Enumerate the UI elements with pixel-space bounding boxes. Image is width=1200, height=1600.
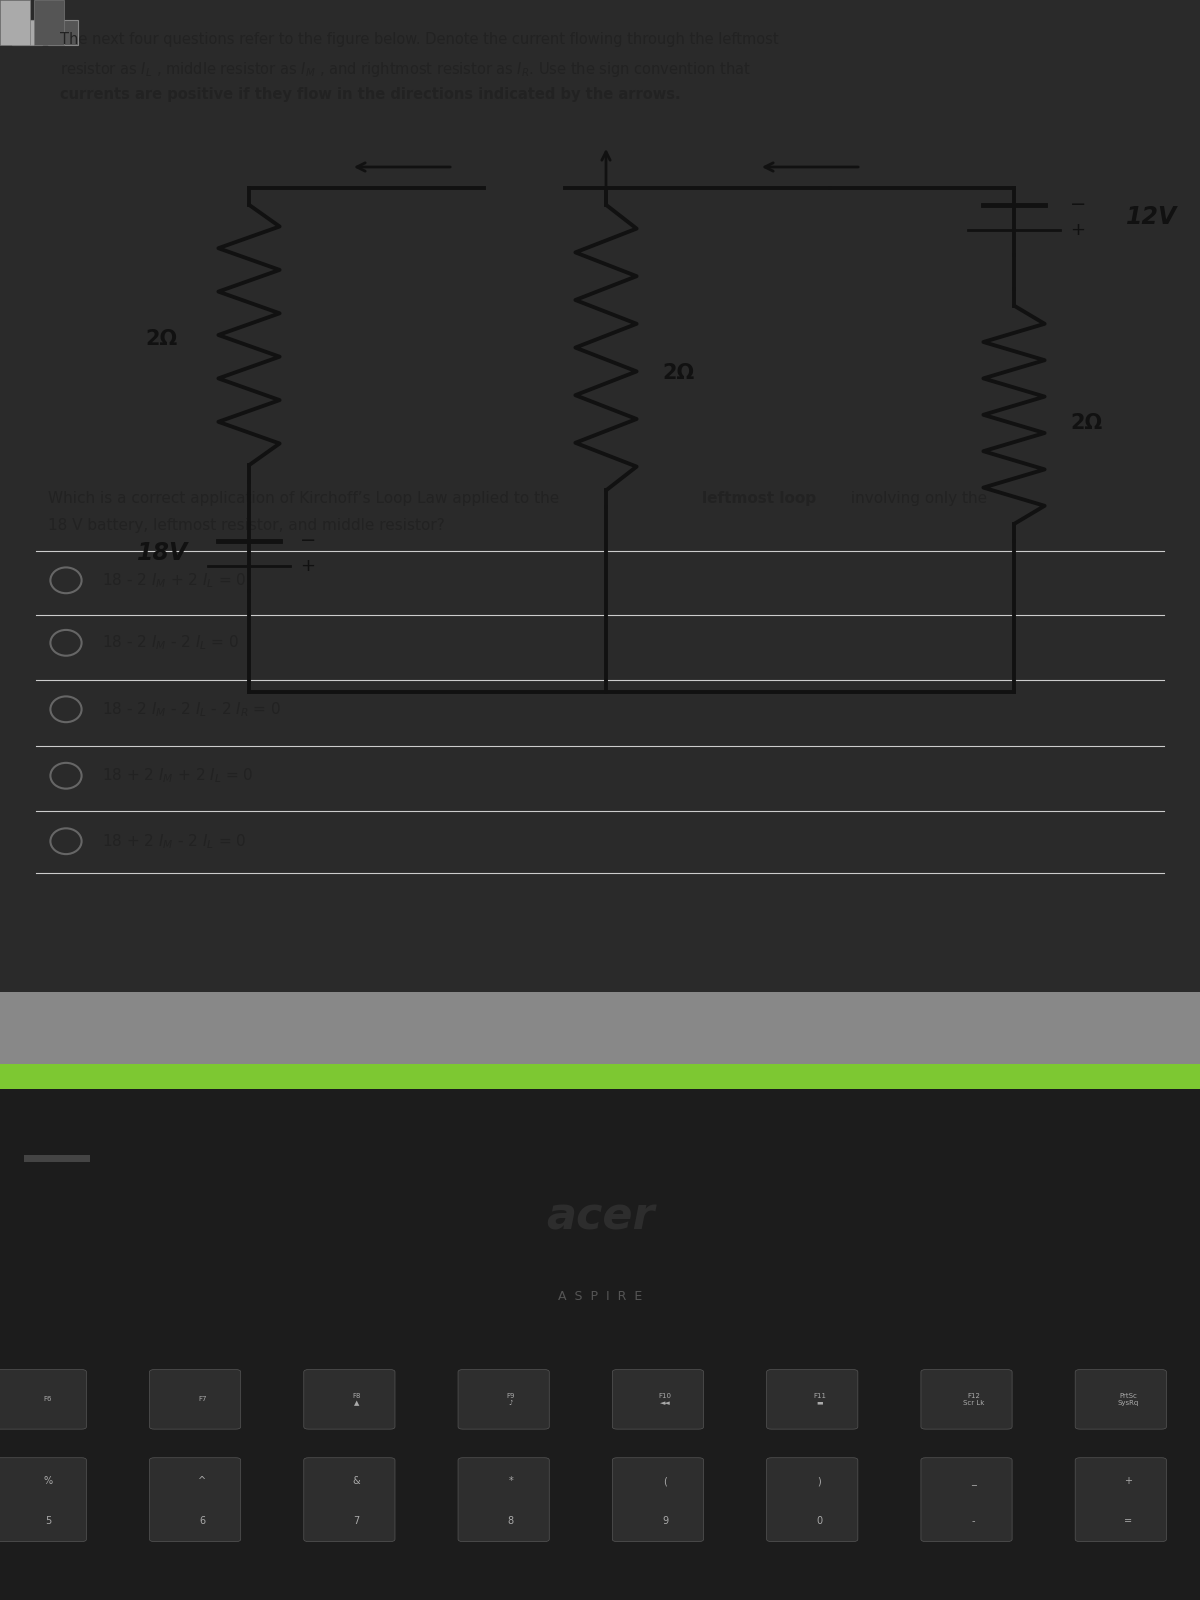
Text: 12V: 12V	[1127, 205, 1177, 229]
Text: F11
▬: F11 ▬	[812, 1394, 826, 1406]
Text: 9: 9	[662, 1515, 668, 1526]
Text: F12
Scr Lk: F12 Scr Lk	[964, 1394, 984, 1406]
Text: F10
◄◄: F10 ◄◄	[659, 1394, 672, 1406]
Text: 18 + 2 $I_M$ - 2 $I_L$ = 0: 18 + 2 $I_M$ - 2 $I_L$ = 0	[102, 832, 246, 851]
Text: 2Ω: 2Ω	[662, 363, 695, 382]
Text: &: &	[353, 1477, 360, 1486]
Text: involving only the: involving only the	[846, 491, 988, 506]
Text: The next four questions refer to the figure below. Denote the current flowing th: The next four questions refer to the fig…	[60, 32, 779, 46]
Text: 2Ω: 2Ω	[1070, 413, 1103, 434]
Text: ): )	[817, 1477, 821, 1486]
FancyBboxPatch shape	[0, 1370, 86, 1429]
Text: Which is a correct application of Kirchoff’s Loop Law applied to the: Which is a correct application of Kircho…	[48, 491, 564, 506]
Bar	[0, 992, 1200, 1066]
Text: 0: 0	[816, 1515, 822, 1526]
Text: A  S  P  I  R  E: A S P I R E	[558, 1290, 642, 1302]
FancyBboxPatch shape	[458, 1458, 550, 1542]
Text: currents are positive if they flow in the directions indicated by the arrows.: currents are positive if they flow in th…	[60, 88, 680, 102]
Text: 18 - 2 $I_M$ - 2 $I_L$ = 0: 18 - 2 $I_M$ - 2 $I_L$ = 0	[102, 634, 239, 653]
FancyBboxPatch shape	[767, 1370, 858, 1429]
FancyBboxPatch shape	[150, 1370, 241, 1429]
Text: −: −	[300, 531, 317, 550]
Text: 2Ω: 2Ω	[145, 330, 178, 349]
Text: (: (	[664, 1477, 667, 1486]
Text: 18V: 18V	[137, 541, 188, 565]
Bar	[24, 1155, 90, 1162]
Text: F6: F6	[43, 1397, 53, 1402]
FancyBboxPatch shape	[304, 1370, 395, 1429]
FancyBboxPatch shape	[612, 1370, 703, 1429]
Text: ^: ^	[198, 1477, 206, 1486]
Text: 18 + 2 $I_M$ + 2 $I_L$ = 0: 18 + 2 $I_M$ + 2 $I_L$ = 0	[102, 766, 253, 786]
FancyBboxPatch shape	[458, 1370, 550, 1429]
Bar	[0, 1064, 1200, 1090]
Text: *: *	[509, 1477, 514, 1486]
Text: 18 V battery, leftmost resistor, and middle resistor?: 18 V battery, leftmost resistor, and mid…	[48, 518, 445, 533]
Text: %: %	[43, 1477, 53, 1486]
Text: 5: 5	[44, 1515, 52, 1526]
Text: PrtSc
SysRq: PrtSc SysRq	[1117, 1394, 1139, 1406]
FancyBboxPatch shape	[920, 1458, 1012, 1542]
Text: resistor as $I_L$ , middle resistor as $I_M$ , and rightmost resistor as $I_R$. : resistor as $I_L$ , middle resistor as $…	[60, 59, 751, 78]
FancyBboxPatch shape	[612, 1458, 703, 1542]
Text: =: =	[1124, 1515, 1132, 1526]
Bar	[48, 19, 78, 45]
Text: +: +	[300, 557, 314, 574]
Text: 6: 6	[199, 1515, 205, 1526]
FancyBboxPatch shape	[1075, 1458, 1166, 1542]
Bar	[12, 19, 42, 45]
Text: F9
♪: F9 ♪	[506, 1394, 515, 1406]
Text: _: _	[971, 1477, 976, 1486]
Bar	[0, 0, 30, 45]
Text: 18 - 2 $I_M$ + 2 $I_L$ = 0: 18 - 2 $I_M$ + 2 $I_L$ = 0	[102, 571, 246, 590]
Bar	[0, 1090, 1200, 1600]
Bar	[34, 0, 64, 45]
FancyBboxPatch shape	[150, 1458, 241, 1542]
Text: 8: 8	[508, 1515, 514, 1526]
Text: acer: acer	[546, 1195, 654, 1238]
Text: +: +	[1124, 1477, 1132, 1486]
Text: +: +	[1070, 221, 1085, 238]
FancyBboxPatch shape	[304, 1458, 395, 1542]
FancyBboxPatch shape	[0, 1458, 86, 1542]
Text: F8
▲: F8 ▲	[353, 1394, 361, 1406]
FancyBboxPatch shape	[1075, 1370, 1166, 1429]
FancyBboxPatch shape	[920, 1370, 1012, 1429]
Text: leftmost loop: leftmost loop	[702, 491, 816, 506]
FancyBboxPatch shape	[767, 1458, 858, 1542]
Text: −: −	[1070, 195, 1086, 214]
Text: 18 - 2 $I_M$ - 2 $I_L$ - 2 $I_R$ = 0: 18 - 2 $I_M$ - 2 $I_L$ - 2 $I_R$ = 0	[102, 699, 281, 718]
Text: F7: F7	[198, 1397, 206, 1402]
Text: -: -	[972, 1515, 976, 1526]
Text: 7: 7	[354, 1515, 360, 1526]
